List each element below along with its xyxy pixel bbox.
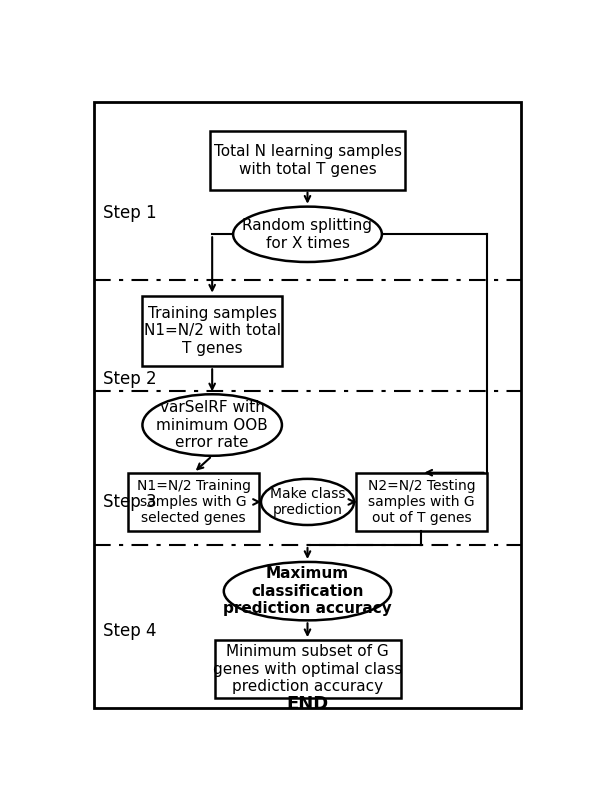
Text: Step 3: Step 3 [103, 493, 157, 511]
Bar [142, 296, 282, 366]
Text: END: END [286, 694, 329, 713]
Text: Maximum
classification
prediction accuracy: Maximum classification prediction accura… [223, 566, 392, 616]
Text: Training samples
N1=N/2 with total
T genes: Training samples N1=N/2 with total T gen… [143, 306, 281, 356]
Text: Step 2: Step 2 [103, 370, 157, 388]
Text: varSelRF with
minimum OOB
error rate: varSelRF with minimum OOB error rate [156, 400, 268, 450]
Ellipse shape [261, 479, 354, 525]
Text: Make class
prediction: Make class prediction [270, 487, 345, 517]
Bar [128, 473, 259, 531]
Ellipse shape [142, 394, 282, 455]
Bar [356, 473, 487, 531]
Text: Step 1: Step 1 [103, 204, 157, 222]
Bar [215, 640, 401, 698]
Text: N1=N/2 Training
samples with G
selected genes: N1=N/2 Training samples with G selected … [137, 479, 251, 525]
Bar [210, 131, 405, 189]
Text: N2=N/2 Testing
samples with G
out of T genes: N2=N/2 Testing samples with G out of T g… [368, 479, 475, 525]
Text: Minimum subset of G
genes with optimal class
prediction accuracy: Minimum subset of G genes with optimal c… [213, 644, 402, 694]
Text: Total N learning samples
with total T genes: Total N learning samples with total T ge… [214, 145, 401, 177]
Text: Step 4: Step 4 [103, 622, 157, 640]
Ellipse shape [224, 562, 391, 620]
Ellipse shape [233, 207, 382, 262]
Text: Random splitting
for X times: Random splitting for X times [242, 218, 373, 251]
